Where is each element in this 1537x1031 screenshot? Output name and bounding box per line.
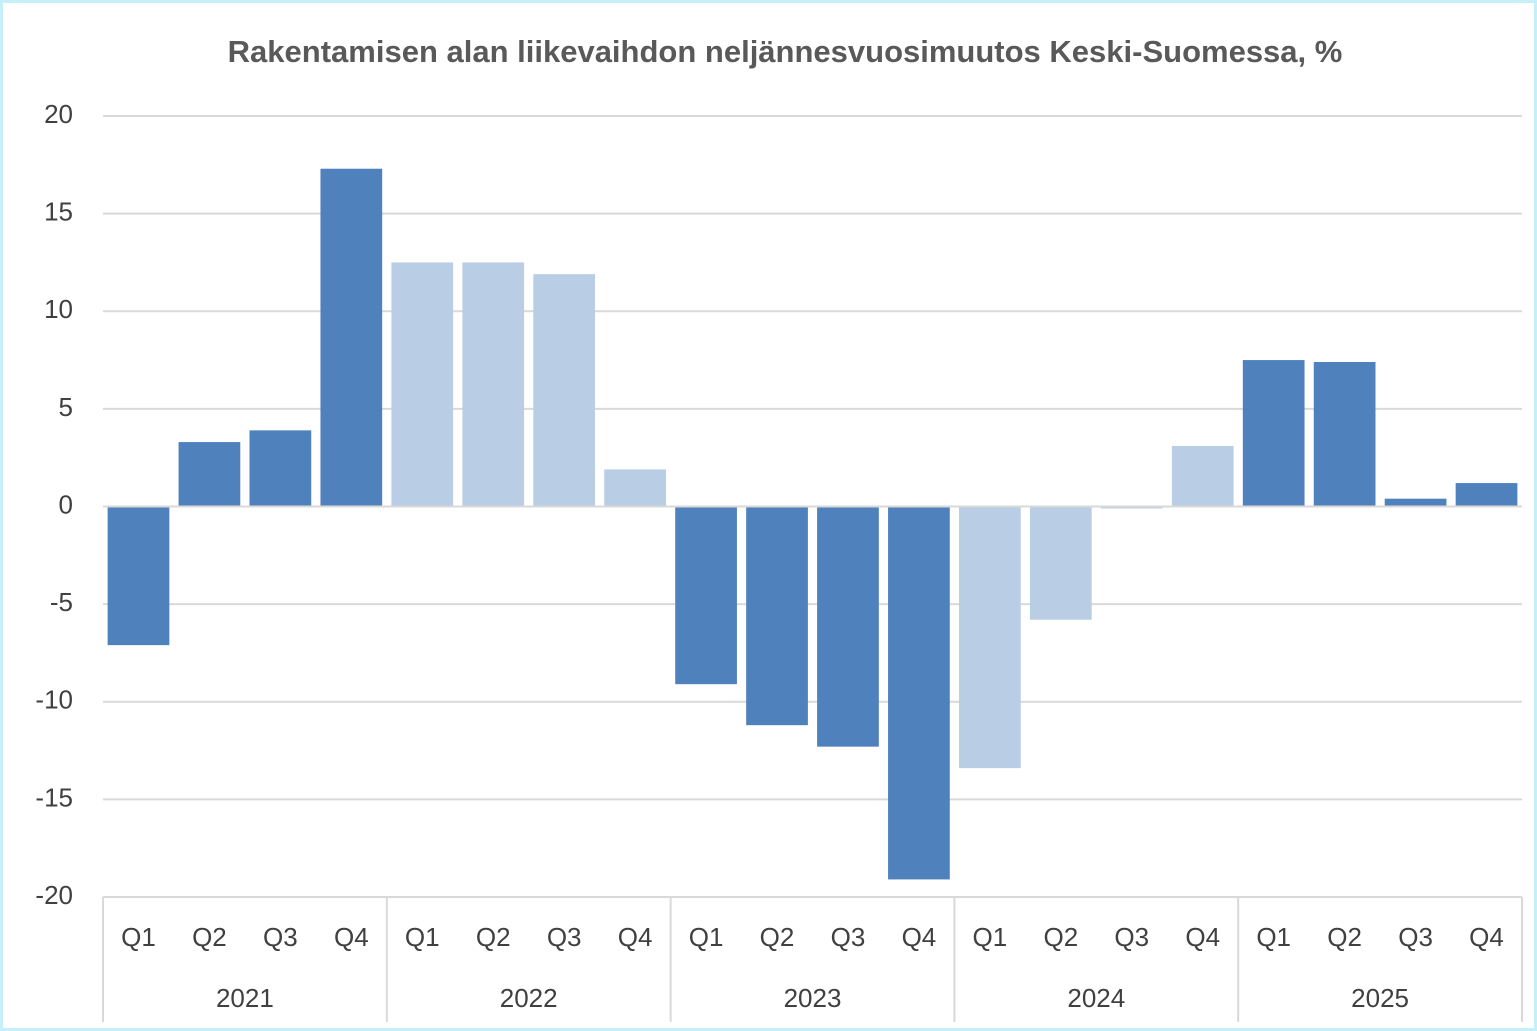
bar (533, 274, 596, 507)
y-tick-label: 15 (44, 197, 73, 227)
bar (888, 506, 950, 880)
y-tick-label: 20 (44, 99, 73, 129)
bar (1384, 498, 1447, 507)
bar (1029, 506, 1092, 620)
bar (675, 506, 737, 685)
x-tick-label: Q1 (121, 922, 156, 952)
x-tick-label: Q4 (1185, 922, 1220, 952)
bar (249, 430, 312, 507)
x-tick-label: Q2 (760, 922, 795, 952)
group-label: 2023 (784, 983, 842, 1013)
y-tick-label: -15 (35, 782, 73, 812)
chart-title: Rakentamisen alan liikevaihdon neljännes… (228, 34, 1343, 69)
y-tick-label: 5 (59, 392, 73, 422)
bar (462, 262, 525, 507)
x-tick-label: Q1 (405, 922, 440, 952)
x-tick-label: Q4 (618, 922, 653, 952)
bar (604, 469, 666, 507)
x-tick-label: Q3 (547, 922, 582, 952)
group-label: 2021 (216, 983, 274, 1013)
group-label: 2025 (1351, 983, 1409, 1013)
x-tick-label: Q3 (1114, 922, 1149, 952)
bar (1313, 362, 1376, 507)
x-tick-label: Q4 (1469, 922, 1504, 952)
y-tick-label: 10 (44, 294, 73, 324)
bar (391, 262, 454, 507)
y-tick-label: 0 (59, 489, 73, 519)
x-tick-label: Q2 (192, 922, 227, 952)
group-label: 2024 (1067, 983, 1125, 1013)
y-tick-label: -20 (35, 880, 73, 910)
x-tick-label: Q1 (689, 922, 724, 952)
bar (1242, 360, 1305, 507)
bar (320, 168, 383, 507)
x-tick-label: Q2 (476, 922, 511, 952)
y-tick-label: -5 (50, 587, 73, 617)
x-tick-label: Q2 (1043, 922, 1078, 952)
y-tick-label: -10 (35, 685, 73, 715)
group-label: 2022 (500, 983, 558, 1013)
x-tick-label: Q3 (1398, 922, 1433, 952)
x-tick-label: Q4 (334, 922, 369, 952)
x-tick-label: Q3 (263, 922, 298, 952)
bar (1171, 445, 1234, 507)
x-tick-label: Q3 (831, 922, 866, 952)
bar (746, 506, 808, 726)
bar (107, 506, 170, 646)
x-tick-label: Q4 (902, 922, 937, 952)
x-tick-label: Q1 (973, 922, 1008, 952)
bar (959, 506, 1021, 769)
x-tick-label: Q2 (1327, 922, 1362, 952)
bar (178, 442, 241, 507)
bar (817, 506, 879, 747)
bar (1455, 483, 1518, 507)
x-tick-label: Q1 (1256, 922, 1291, 952)
